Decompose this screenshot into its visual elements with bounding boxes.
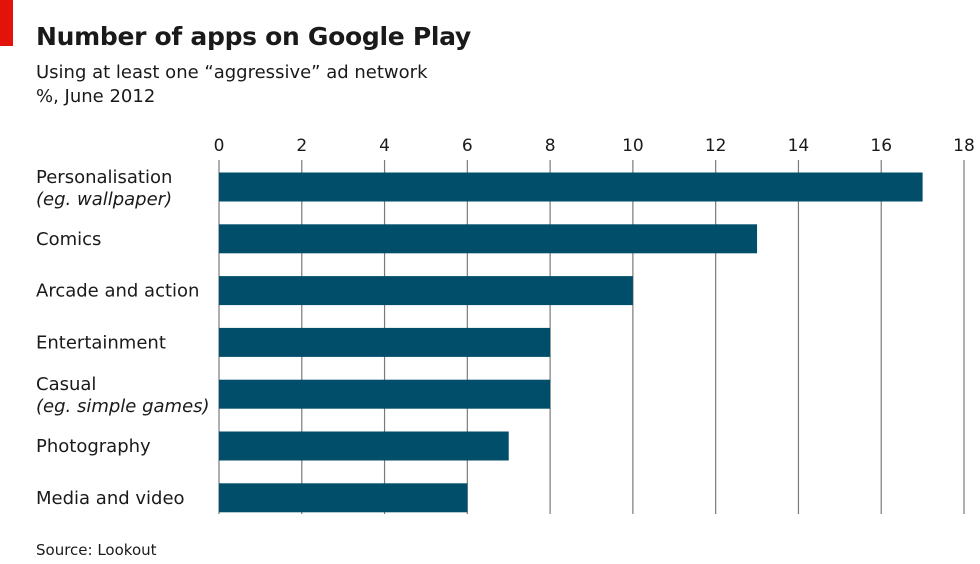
category-label-1: Comics bbox=[36, 229, 101, 250]
tick-label-8: 8 bbox=[545, 136, 556, 156]
category-label-4: Casual bbox=[36, 374, 96, 395]
tick-label-0: 0 bbox=[214, 136, 225, 156]
bar-1 bbox=[219, 224, 758, 254]
tick-labels: 0 2 4 6 8 10 12 14 16 18 bbox=[214, 136, 975, 156]
bar-0 bbox=[219, 172, 923, 202]
chart-title: Number of apps on Google Play bbox=[36, 22, 471, 51]
tick-label-18: 18 bbox=[953, 136, 975, 156]
tick-label-2: 2 bbox=[296, 136, 307, 156]
bar-2 bbox=[219, 276, 633, 306]
category-label-3: Entertainment bbox=[36, 332, 166, 353]
tick-label-14: 14 bbox=[788, 136, 810, 156]
bar-3 bbox=[219, 327, 551, 357]
bar-5 bbox=[219, 431, 509, 461]
brand-red-tab bbox=[0, 0, 13, 46]
category-label-6: Media and video bbox=[36, 488, 185, 509]
tick-label-12: 12 bbox=[705, 136, 727, 156]
category-label-2: Arcade and action bbox=[36, 281, 199, 302]
tick-label-6: 6 bbox=[462, 136, 473, 156]
tick-label-10: 10 bbox=[622, 136, 644, 156]
tick-label-4: 4 bbox=[379, 136, 390, 156]
bars bbox=[219, 172, 923, 513]
category-labels: Personalisation(eg. wallpaper) Comics Arca… bbox=[36, 167, 210, 509]
subtitle-line-1: Using at least one “aggressive” ad netwo… bbox=[36, 62, 428, 83]
bar-6 bbox=[219, 483, 468, 513]
tick-label-16: 16 bbox=[870, 136, 892, 156]
bar-4 bbox=[219, 379, 551, 409]
category-sublabel-0: (eg. wallpaper) bbox=[36, 189, 172, 210]
category-sublabel-4: (eg. simple games) bbox=[36, 396, 210, 417]
category-label-0: Personalisation bbox=[36, 167, 172, 188]
source-note: Source: Lookout bbox=[36, 541, 157, 559]
subtitle-line-2: %, June 2012 bbox=[36, 86, 156, 107]
category-label-5: Photography bbox=[36, 436, 151, 457]
chart-subtitle: Using at least one “aggressive” ad netwo… bbox=[36, 61, 428, 109]
